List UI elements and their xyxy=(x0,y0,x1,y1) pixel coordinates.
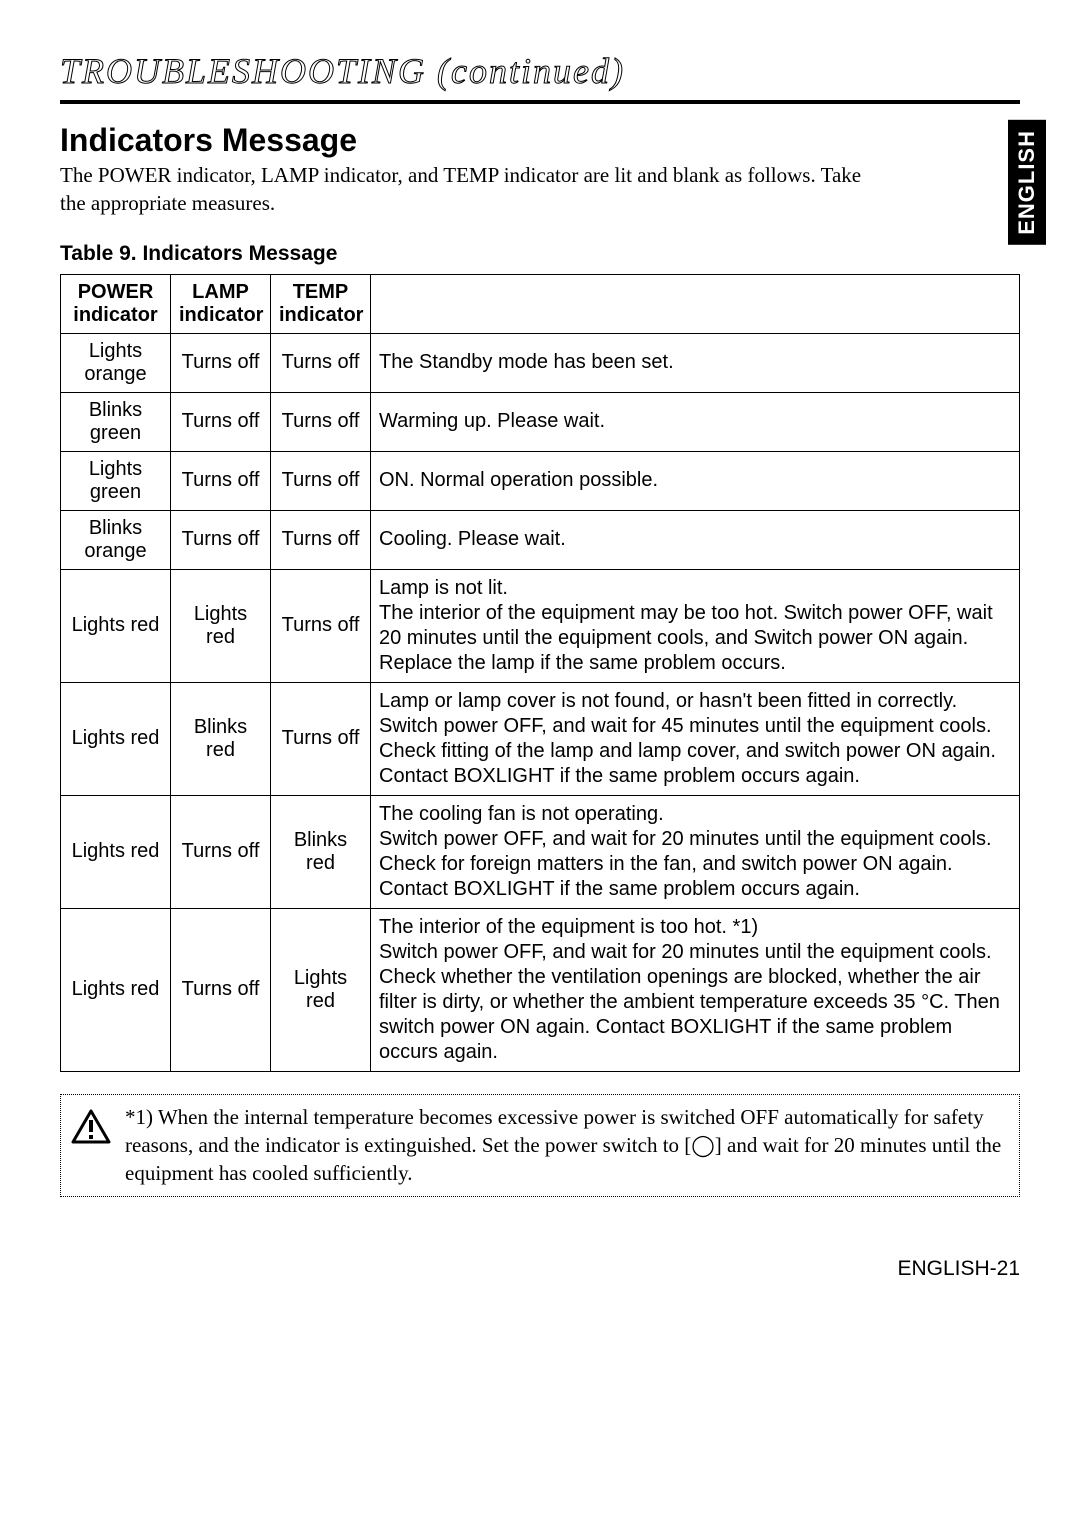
page-title: TROUBLESHOOTING (continued) xyxy=(60,50,1020,92)
page: ENGLISH TROUBLESHOOTING (continued) Indi… xyxy=(0,0,1080,1321)
cell-temp: Lights red xyxy=(271,908,371,1071)
cell-desc: The cooling fan is not operating.Switch … xyxy=(371,795,1020,908)
cell-power: Lights red xyxy=(61,908,171,1071)
cell-desc: Warming up. Please wait. xyxy=(371,392,1020,451)
cell-desc: The Standby mode has been set. xyxy=(371,333,1020,392)
cell-power: Lights red xyxy=(61,569,171,682)
cell-power: Blinks green xyxy=(61,392,171,451)
table-row: Lights red Turns off Blinks red The cool… xyxy=(61,795,1020,908)
language-tab: ENGLISH xyxy=(1008,120,1046,245)
col-header-power: POWER indicator xyxy=(61,274,171,333)
col-header-temp: TEMP indicator xyxy=(271,274,371,333)
warning-icon xyxy=(71,1109,111,1150)
cell-temp: Turns off xyxy=(271,569,371,682)
cell-lamp: Blinks red xyxy=(171,682,271,795)
cell-temp: Turns off xyxy=(271,333,371,392)
table-row: Lights red Blinks red Turns off Lamp or … xyxy=(61,682,1020,795)
cell-power: Lights red xyxy=(61,682,171,795)
table-row: Lights red Lights red Turns off Lamp is … xyxy=(61,569,1020,682)
cell-lamp: Turns off xyxy=(171,908,271,1071)
cell-power: Lights orange xyxy=(61,333,171,392)
col-header-lamp: LAMP indicator xyxy=(171,274,271,333)
cell-desc: ON. Normal operation possible. xyxy=(371,451,1020,510)
cell-desc: Cooling. Please wait. xyxy=(371,510,1020,569)
cell-temp: Turns off xyxy=(271,392,371,451)
title-rule xyxy=(60,100,1020,104)
table-caption: Table 9. Indicators Message xyxy=(60,242,1020,266)
col-header-top: POWER xyxy=(78,281,154,303)
cell-power: Lights red xyxy=(61,795,171,908)
col-header-bottom: indicator xyxy=(179,304,263,326)
cell-temp: Turns off xyxy=(271,682,371,795)
table-header-row: POWER indicator LAMP indicator TEMP indi… xyxy=(61,274,1020,333)
table-row: Blinks orange Turns off Turns off Coolin… xyxy=(61,510,1020,569)
col-header-bottom: indicator xyxy=(73,304,157,326)
table-body: Lights orange Turns off Turns off The St… xyxy=(61,333,1020,1071)
col-header-top: TEMP xyxy=(293,281,349,303)
table-row: Lights orange Turns off Turns off The St… xyxy=(61,333,1020,392)
cell-temp: Blinks red xyxy=(271,795,371,908)
table-row: Lights green Turns off Turns off ON. Nor… xyxy=(61,451,1020,510)
cell-desc: Lamp is not lit.The interior of the equi… xyxy=(371,569,1020,682)
cell-lamp: Turns off xyxy=(171,451,271,510)
cell-lamp: Lights red xyxy=(171,569,271,682)
table-row: Lights red Turns off Lights red The inte… xyxy=(61,908,1020,1071)
cell-temp: Turns off xyxy=(271,451,371,510)
cell-lamp: Turns off xyxy=(171,333,271,392)
cell-lamp: Turns off xyxy=(171,795,271,908)
footnote-text: *1) When the internal temperature become… xyxy=(125,1103,1009,1188)
cell-power: Lights green xyxy=(61,451,171,510)
cell-lamp: Turns off xyxy=(171,392,271,451)
footnote-box: *1) When the internal temperature become… xyxy=(60,1094,1020,1197)
page-number: ENGLISH-21 xyxy=(60,1257,1020,1281)
col-header-bottom: indicator xyxy=(279,304,363,326)
col-header-desc xyxy=(371,274,1020,333)
col-header-top: LAMP xyxy=(192,281,249,303)
intro-paragraph: The POWER indicator, LAMP indicator, and… xyxy=(60,161,880,218)
cell-power: Blinks orange xyxy=(61,510,171,569)
cell-desc: Lamp or lamp cover is not found, or hasn… xyxy=(371,682,1020,795)
cell-temp: Turns off xyxy=(271,510,371,569)
indicators-table: POWER indicator LAMP indicator TEMP indi… xyxy=(60,274,1020,1072)
table-row: Blinks green Turns off Turns off Warming… xyxy=(61,392,1020,451)
cell-desc: The interior of the equipment is too hot… xyxy=(371,908,1020,1071)
section-heading: Indicators Message xyxy=(60,122,1020,159)
cell-lamp: Turns off xyxy=(171,510,271,569)
